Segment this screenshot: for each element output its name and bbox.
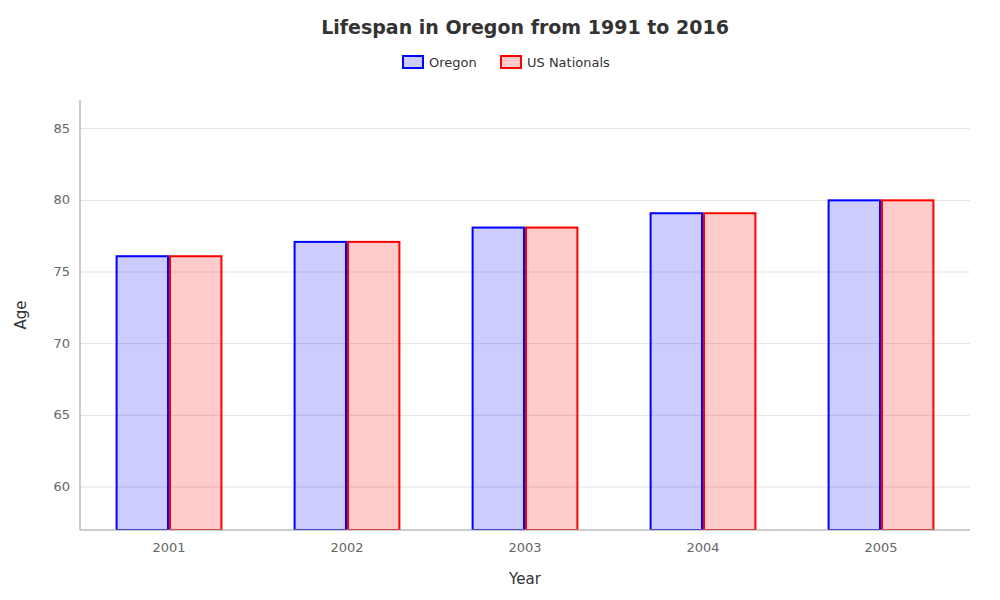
x-axis-line bbox=[80, 530, 970, 531]
grid-line bbox=[80, 128, 970, 129]
y-axis-label: Age bbox=[12, 300, 30, 329]
x-tick-label: 2002 bbox=[330, 540, 363, 555]
legend: Oregon US Nationals bbox=[403, 55, 610, 70]
bar bbox=[526, 228, 577, 530]
y-tick-label: 80 bbox=[53, 192, 70, 207]
legend-swatch bbox=[403, 56, 423, 68]
y-tick-label: 85 bbox=[53, 121, 70, 136]
bar bbox=[829, 200, 880, 530]
y-axis-line bbox=[80, 100, 81, 530]
bar bbox=[704, 213, 755, 530]
y-tick-label: 75 bbox=[53, 264, 70, 279]
y-tick-label: 70 bbox=[53, 336, 70, 351]
x-tick-label: 2001 bbox=[152, 540, 185, 555]
y-tick-label: 65 bbox=[53, 407, 70, 422]
title: Lifespan in Oregon from 1991 to 2016 bbox=[321, 16, 729, 38]
bar bbox=[295, 242, 346, 530]
x-axis-label: Year bbox=[508, 570, 542, 588]
bar bbox=[651, 213, 702, 530]
chart-container: Lifespan in Oregon from 1991 to 2016 60 65… bbox=[0, 0, 1000, 600]
bar bbox=[882, 200, 933, 530]
legend-swatch bbox=[501, 56, 521, 68]
x-tick-label: 2005 bbox=[864, 540, 897, 555]
x-tick-label: 2004 bbox=[686, 540, 719, 555]
bar bbox=[473, 228, 524, 530]
legend-label: US Nationals bbox=[527, 55, 610, 70]
chart: Lifespan in Oregon from 1991 to 2016 60 65… bbox=[0, 0, 1000, 600]
bar bbox=[170, 256, 221, 530]
bar bbox=[117, 256, 168, 530]
legend-label: Oregon bbox=[429, 55, 477, 70]
bar bbox=[348, 242, 399, 530]
bars bbox=[117, 200, 934, 530]
y-tick-label: 60 bbox=[53, 479, 70, 494]
x-tick-label: 2003 bbox=[508, 540, 541, 555]
